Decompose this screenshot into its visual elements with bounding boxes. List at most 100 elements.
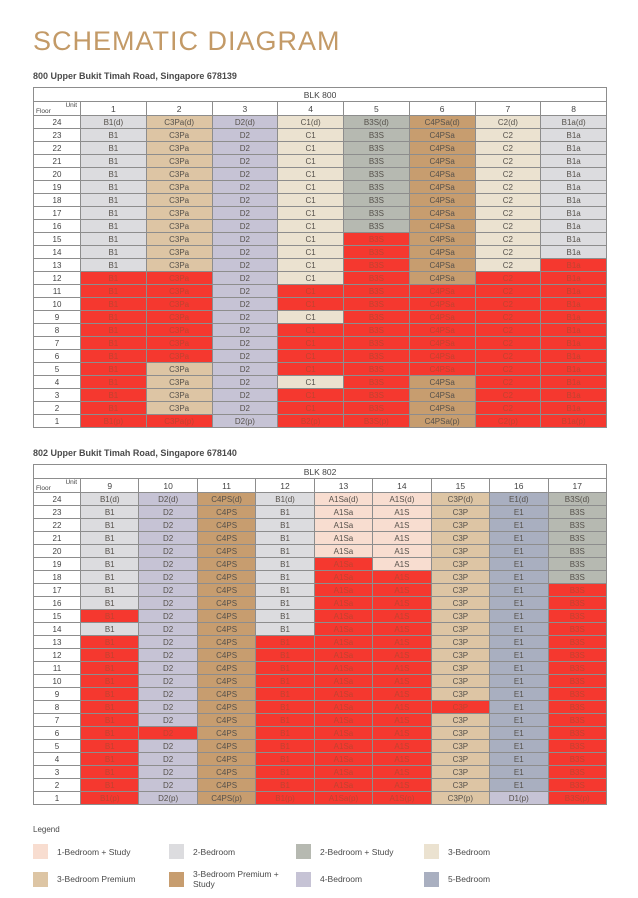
unit-cell: B1 xyxy=(79,505,140,519)
unit-cell-sold: A1Sa xyxy=(313,661,374,675)
legend-grid: 1-Bedroom + Study 2-Bedroom 2-Bedroom + St… xyxy=(33,844,607,889)
floor-row: 24 B1(d) D2(d) C4PS(d) B1(d) A1Sa(d) A1S(d) C3P… xyxy=(33,492,607,506)
unit-cell: C4PSa xyxy=(408,180,476,194)
unit-cell: D2 xyxy=(138,713,198,727)
unit-cell: D2 xyxy=(211,388,279,402)
unit-cell: D2 xyxy=(211,154,279,168)
unit-cell: D2 xyxy=(211,206,279,220)
unit-cell: E1 xyxy=(489,765,549,779)
unit-column-header: 15 xyxy=(430,478,491,493)
unit-cell: C4PS xyxy=(196,622,257,636)
unit-cell: C4PS xyxy=(196,674,257,688)
floor-row: 19 B1 C3Pa D2 C1 B3S C4PSa C2 B1a xyxy=(33,180,607,194)
floor-row: 14 B1 C3Pa D2 C1 B3S C4PSa C2 B1a xyxy=(33,245,607,259)
unit-cell-sold: C2 xyxy=(474,271,542,285)
floor-label: 17 xyxy=(33,583,81,597)
legend-swatch xyxy=(33,844,48,859)
unit-cell: B1 xyxy=(79,570,140,584)
unit-cell: D2 xyxy=(211,310,279,324)
unit-cell-sold: C3Pa xyxy=(145,310,213,324)
unit-cell: E1 xyxy=(489,518,549,532)
unit-cell: D1(p) xyxy=(489,791,549,805)
unit-cell: C2 xyxy=(474,232,542,246)
unit-cell-sold: C4PSa xyxy=(408,323,476,337)
unit-cell-sold: A1S xyxy=(372,778,432,792)
unit-cell: C4PSa(p) xyxy=(408,414,476,428)
unit-cell: D2 xyxy=(211,180,279,194)
unit-cell: E1 xyxy=(489,687,549,701)
unit-cell: C2 xyxy=(474,258,542,272)
schematic-table: BLK 802 Unit Floor 9 10 11 12 13 14 15 16 17 24 B1(d)… xyxy=(33,464,607,805)
schematic-table: BLK 800 Unit Floor 1 2 3 4 5 6 7 8 24 B1(d) C3Pa(d) D2… xyxy=(33,87,607,428)
floor-label: 14 xyxy=(33,622,81,636)
unit-cell-sold: A1S xyxy=(372,583,432,597)
unit-cell-sold: C4PSa xyxy=(408,284,476,298)
unit-cell-sold: C1 xyxy=(277,401,344,415)
unit-cell: C4PSa xyxy=(408,193,476,207)
unit-cell: A1Sa xyxy=(313,531,374,545)
legend-label: 5-Bedroom xyxy=(448,874,491,884)
unit-cell: B1(d) xyxy=(79,492,140,506)
unit-cell: D2(p) xyxy=(138,791,198,805)
floor-row: 1 B1(p) D2(p) C4PS(p) B1(p) A1Sa(p) A1S(p) C3P(… xyxy=(33,791,607,805)
unit-cell-sold: B1(p) xyxy=(255,791,315,805)
floor-label: 24 xyxy=(33,492,81,506)
unit-cell: B3S(d) xyxy=(547,492,607,506)
unit-cell: D2 xyxy=(138,739,198,753)
unit-cell-sold: B1a xyxy=(540,349,607,363)
legend-swatch xyxy=(296,844,311,859)
unit-cell: C1 xyxy=(277,245,344,259)
unit-cell-sold: B1a xyxy=(540,271,607,285)
unit-cell: C4PS xyxy=(196,726,257,740)
unit-cell: B1 xyxy=(255,609,315,623)
unit-cell: C4PS xyxy=(196,778,257,792)
block-section-800: 800 Upper Bukit Timah Road, Singapore 67… xyxy=(33,71,607,428)
unit-cell-sold: B3S xyxy=(343,336,410,350)
unit-cell: C3Pa xyxy=(145,154,213,168)
unit-column-header: 5 xyxy=(343,101,410,116)
unit-cell: E1 xyxy=(489,752,549,766)
unit-cell-sold: A1Sa xyxy=(313,687,374,701)
unit-column-header: 1 xyxy=(80,101,147,116)
unit-cell: B1 xyxy=(80,128,147,142)
unit-cell-sold: C4PSa xyxy=(408,310,476,324)
unit-cell: C4PSa xyxy=(408,258,476,272)
unit-cell: C1 xyxy=(277,219,344,233)
floor-row: 4 B1 D2 C4PS B1 A1Sa A1S C3P E1 B3S xyxy=(33,752,607,766)
unit-cell-sold: B3S(p) xyxy=(547,791,607,805)
floor-row: 18 B1 D2 C4PS B1 A1Sa A1S C3P E1 B3S xyxy=(33,570,607,584)
legend-label: 2-Bedroom xyxy=(193,846,236,857)
floor-label: 8 xyxy=(33,323,81,337)
legend-label: 3-Bedroom Premium xyxy=(57,874,136,884)
unit-cell-sold: C3Pa xyxy=(145,297,213,311)
unit-cell-sold: C2 xyxy=(474,310,542,324)
unit-cell-sold: B3S xyxy=(547,596,607,610)
floor-row: 18 B1 C3Pa D2 C1 B3S C4PSa C2 B1a xyxy=(33,193,607,207)
unit-cell: E1 xyxy=(489,648,549,662)
unit-cell-sold: A1Sa xyxy=(313,622,374,636)
unit-cell: E1 xyxy=(489,739,549,753)
unit-cell: D2 xyxy=(211,193,279,207)
unit-column-header: 14 xyxy=(372,478,432,493)
unit-cell-sold: B1 xyxy=(255,713,315,727)
unit-cell-sold: B1 xyxy=(255,700,315,714)
unit-cell-sold: B3S xyxy=(547,661,607,675)
unit-cell: C2 xyxy=(474,154,542,168)
floor-label: 12 xyxy=(33,271,81,285)
floor-row: 3 B1 C3Pa D2 C1 B3S C4PSa C2 B1a xyxy=(33,388,607,402)
unit-cell-sold: B3S xyxy=(343,362,410,376)
unit-cell-sold: C4PSa xyxy=(408,297,476,311)
floor-row: 1 B1(p) C3Pa(p) D2(p) B2(p) B3S(p) C4PSa(p) C2(… xyxy=(33,414,607,428)
legend-item: 3-Bedroom Premium + Study xyxy=(169,869,296,889)
unit-cell: C1 xyxy=(277,154,344,168)
unit-cell-sold: C1 xyxy=(277,336,344,350)
unit-cell: A1Sa xyxy=(313,505,374,519)
unit-cell-sold: C3Pa(p) xyxy=(145,414,213,428)
unit-cell: D2 xyxy=(211,219,279,233)
unit-cell: C4PS xyxy=(196,505,257,519)
unit-cell-sold: A1S xyxy=(372,622,432,636)
legend-item: 1-Bedroom + Study xyxy=(33,844,169,859)
floor-label: 3 xyxy=(33,388,81,402)
unit-cell: B1a xyxy=(540,206,607,220)
unit-cell: C1(d) xyxy=(277,115,344,129)
